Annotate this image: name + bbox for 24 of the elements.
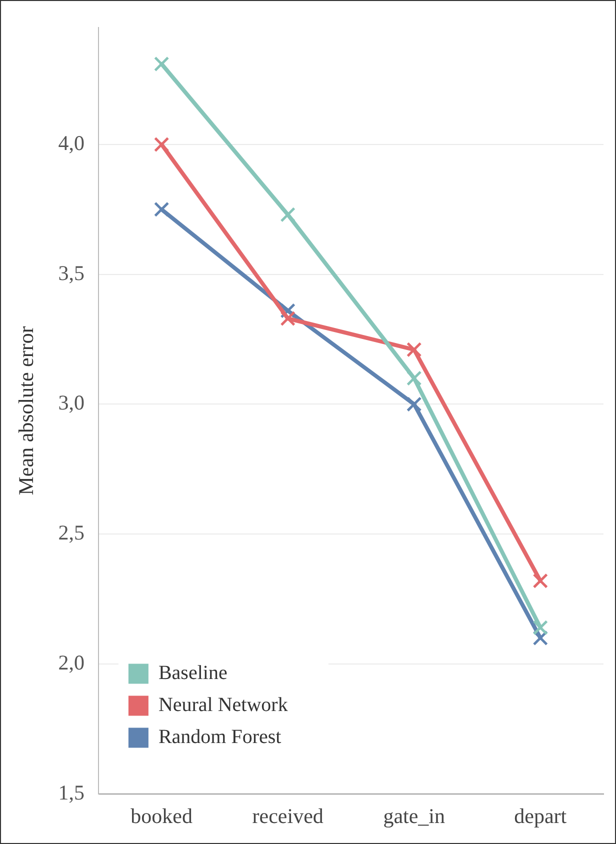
x-tick-label: received: [252, 804, 324, 828]
y-axis-title: Mean absolute error: [14, 326, 38, 496]
y-tick-label: 1,5: [58, 780, 84, 804]
point: [406, 396, 422, 412]
legend-label: Neural Network: [158, 694, 288, 716]
y-tick-label: 2,0: [58, 650, 84, 674]
point: [532, 620, 548, 636]
legend-label: Baseline: [158, 662, 228, 684]
y-tick-label: 4,0: [58, 130, 84, 155]
x-tick-label: depart: [514, 804, 567, 828]
point: [154, 56, 170, 72]
point: [154, 202, 170, 218]
y-tick-label: 2,5: [58, 520, 84, 545]
x-tick-label: gate_in: [383, 804, 446, 828]
y-tick-label: 3,5: [58, 260, 84, 285]
x-tick-label: booked: [130, 804, 193, 828]
point: [532, 573, 548, 588]
point: [280, 310, 296, 326]
y-tick-label: 3,0: [58, 390, 84, 415]
point: [406, 342, 422, 358]
point: [280, 206, 296, 222]
point: [154, 136, 170, 152]
legend-label: Random Forest: [158, 726, 282, 748]
point: [406, 370, 422, 386]
